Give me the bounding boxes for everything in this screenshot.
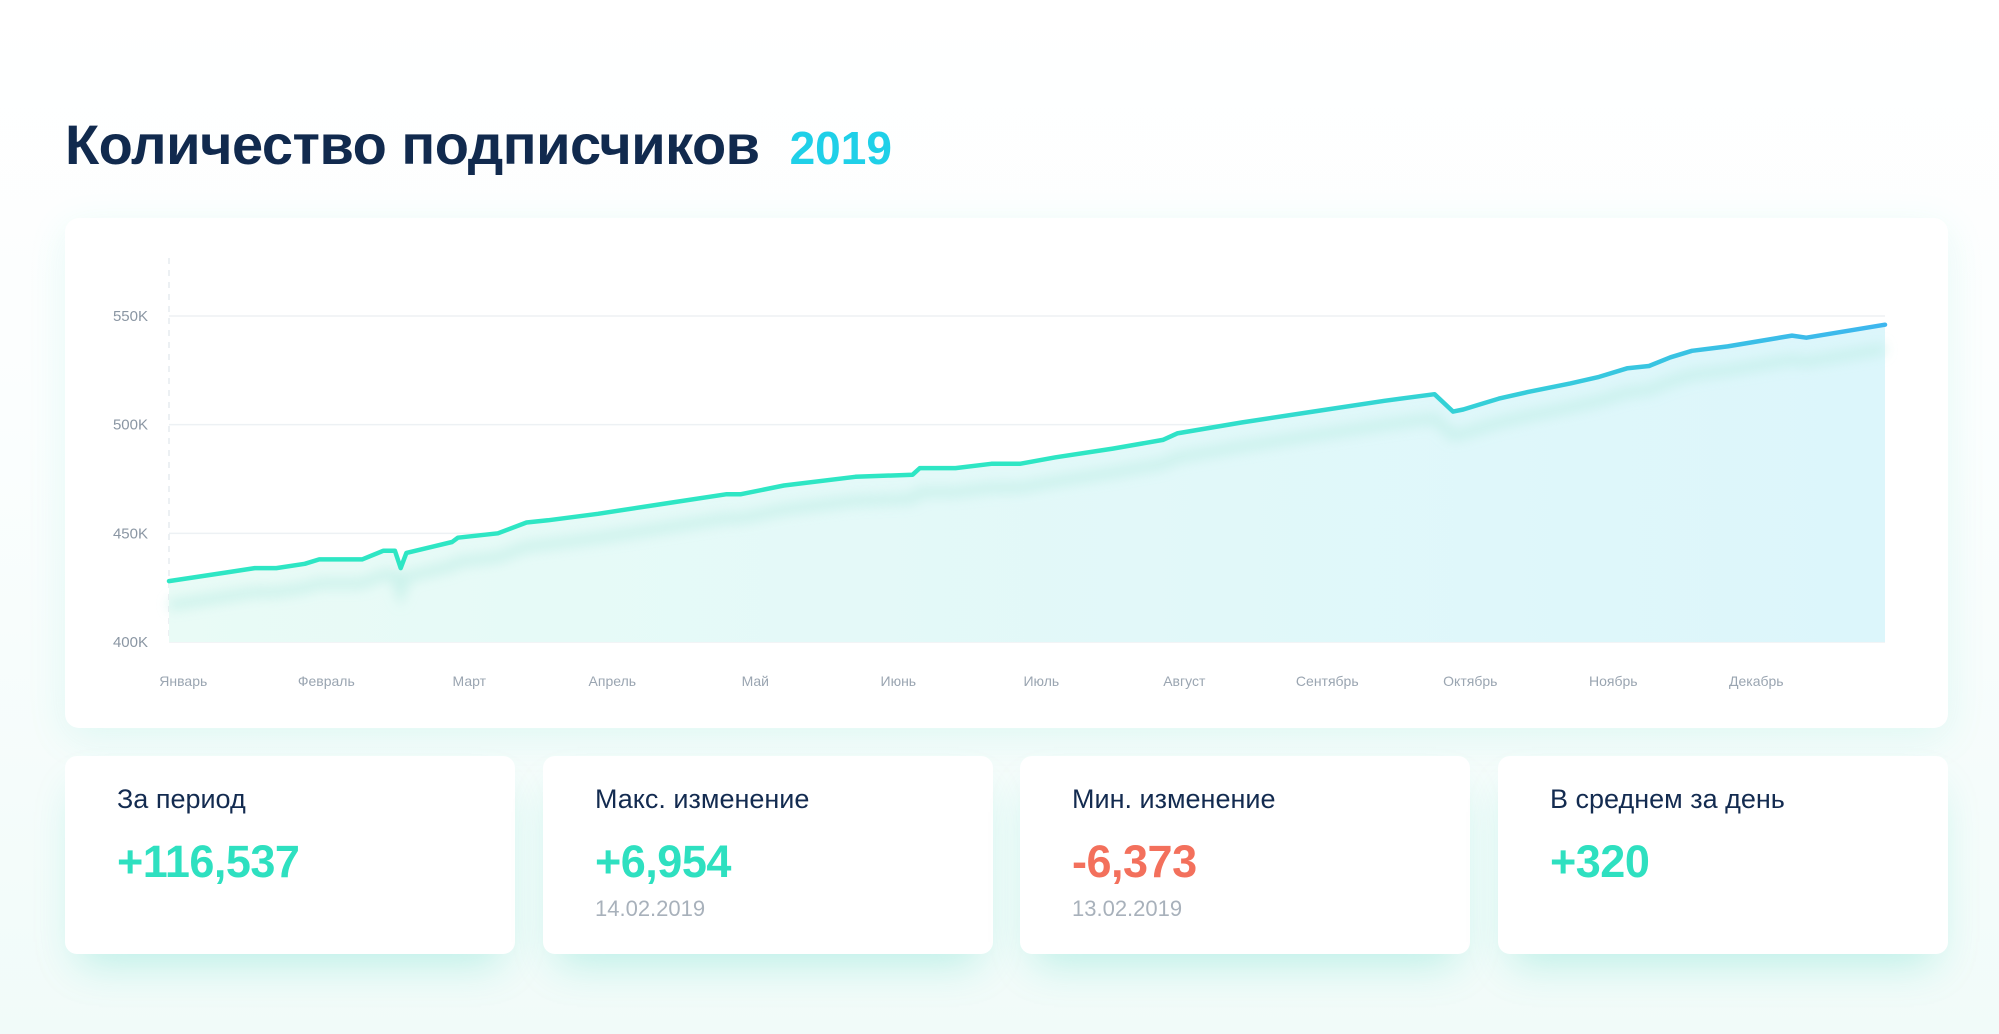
x-tick-label: Март <box>453 673 487 689</box>
x-tick-label: Февраль <box>298 673 355 689</box>
page-title: Количество подписчиков <box>65 113 760 176</box>
stat-value: +116,537 <box>117 836 300 887</box>
x-tick-label: Декабрь <box>1729 673 1784 689</box>
stat-card-max-change: Макс. изменение +6,954 14.02.2019 <box>543 756 993 954</box>
stat-label: За период <box>117 784 246 814</box>
x-tick-label: Июнь <box>881 673 917 689</box>
stat-card-min-change: Мин. изменение -6,373 13.02.2019 <box>1020 756 1470 954</box>
x-tick-label: Август <box>1163 673 1206 689</box>
x-tick-label: Апрель <box>589 673 637 689</box>
stat-date: 14.02.2019 <box>595 896 706 921</box>
y-tick-label: 400K <box>113 634 148 651</box>
x-tick-label: Май <box>742 673 769 689</box>
stat-label: В среднем за день <box>1550 784 1785 814</box>
y-tick-label: 550K <box>113 308 148 325</box>
stat-card-daily-average: В среднем за день +320 <box>1498 756 1948 954</box>
x-tick-label: Июль <box>1023 673 1059 689</box>
x-tick-label: Сентябрь <box>1296 673 1359 689</box>
x-tick-label: Ноябрь <box>1589 673 1638 689</box>
stat-date: 13.02.2019 <box>1072 896 1183 921</box>
stat-value: -6,373 <box>1072 836 1197 887</box>
stat-value: +320 <box>1550 836 1650 887</box>
y-tick-label: 450K <box>113 525 148 542</box>
x-tick-label: Январь <box>159 673 207 689</box>
chart-card: 400K 450K 500K 550K Январь Февраль Март Апрель М… <box>65 218 1948 728</box>
y-tick-label: 500K <box>113 417 148 434</box>
x-tick-label: Октябрь <box>1443 673 1497 689</box>
stat-label: Мин. изменение <box>1072 784 1276 814</box>
year-label: 2019 <box>789 122 892 174</box>
series-line-shadow <box>168 343 1886 611</box>
page-header: Количество подписчиков 2019 <box>65 112 892 177</box>
stat-value: +6,954 <box>595 836 731 887</box>
stat-label: Макс. изменение <box>595 784 810 814</box>
stat-card-period: За период +116,537 <box>65 756 515 954</box>
subscribers-chart[interactable]: 400K 450K 500K 550K Январь Февраль Март Апрель М… <box>65 218 1948 728</box>
series-line <box>166 322 1888 584</box>
